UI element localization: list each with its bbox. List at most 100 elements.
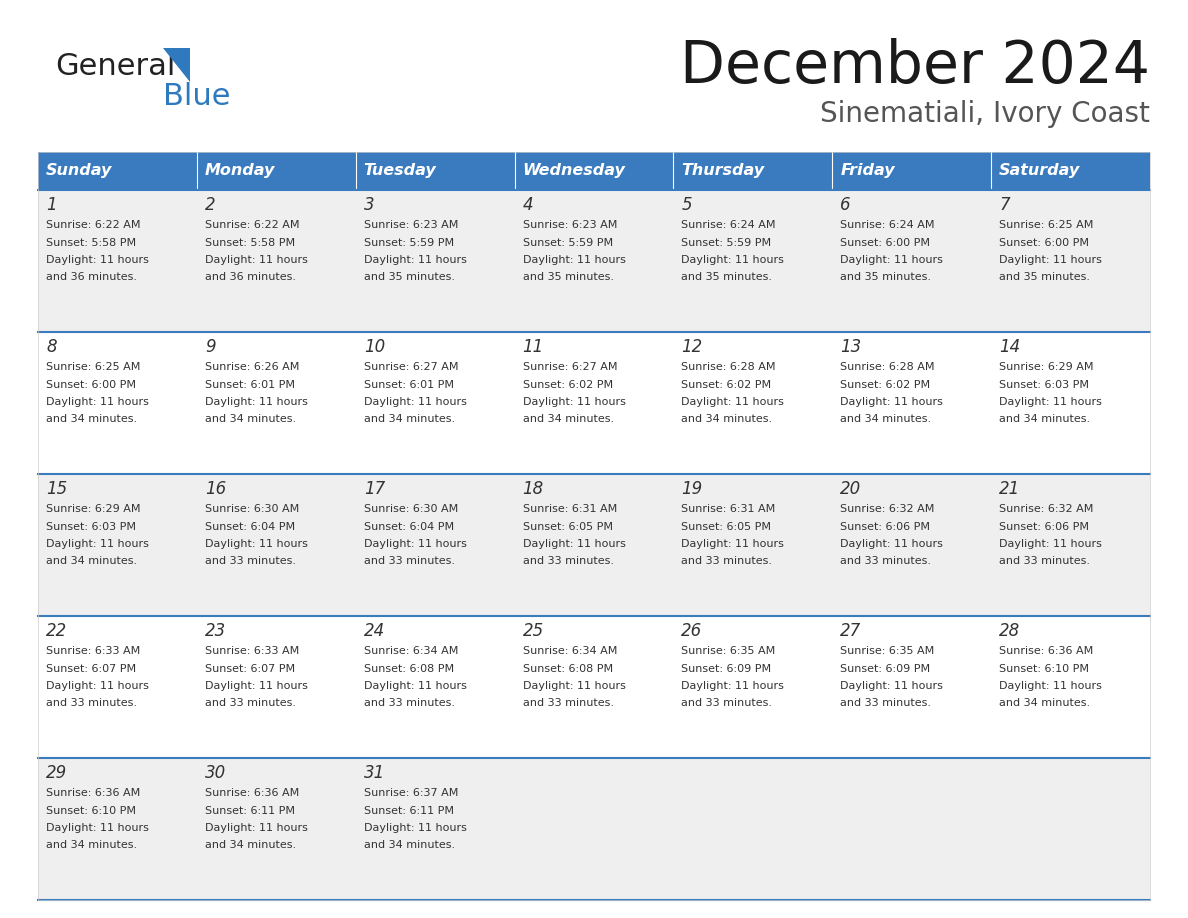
Text: Sunrise: 6:28 AM: Sunrise: 6:28 AM [682,362,776,372]
Bar [38,190,1150,332]
Bar [38,616,1150,758]
Text: Monday: Monday [204,163,276,178]
Bar [991,152,1150,190]
Text: 24: 24 [364,622,385,640]
Text: Wednesday: Wednesday [523,163,625,178]
Text: and 35 minutes.: and 35 minutes. [523,273,613,283]
Text: Daylight: 11 hours: Daylight: 11 hours [999,255,1102,265]
Text: Sunrise: 6:36 AM: Sunrise: 6:36 AM [204,788,299,798]
Text: Sunrise: 6:25 AM: Sunrise: 6:25 AM [46,362,140,372]
Polygon shape [163,48,190,82]
Text: Sunset: 6:06 PM: Sunset: 6:06 PM [999,521,1089,532]
Text: Sunrise: 6:34 AM: Sunrise: 6:34 AM [364,646,459,656]
Text: 7: 7 [999,196,1010,214]
Text: Sunset: 6:00 PM: Sunset: 6:00 PM [46,379,135,389]
Text: Daylight: 11 hours: Daylight: 11 hours [840,539,943,549]
Text: Sunrise: 6:27 AM: Sunrise: 6:27 AM [523,362,617,372]
Text: and 33 minutes.: and 33 minutes. [46,699,137,709]
Text: Sunrise: 6:34 AM: Sunrise: 6:34 AM [523,646,617,656]
Text: and 34 minutes.: and 34 minutes. [204,415,296,424]
Text: and 33 minutes.: and 33 minutes. [840,556,931,566]
Bar [38,332,1150,474]
Text: 16: 16 [204,480,226,498]
Text: Sunrise: 6:35 AM: Sunrise: 6:35 AM [682,646,776,656]
Text: Daylight: 11 hours: Daylight: 11 hours [682,681,784,691]
Text: Sunset: 5:58 PM: Sunset: 5:58 PM [204,238,295,248]
Bar [514,152,674,190]
Text: and 35 minutes.: and 35 minutes. [682,273,772,283]
Text: Sunset: 6:08 PM: Sunset: 6:08 PM [523,664,613,674]
Text: Sunset: 6:03 PM: Sunset: 6:03 PM [999,379,1089,389]
Text: Daylight: 11 hours: Daylight: 11 hours [46,681,148,691]
Text: 19: 19 [682,480,702,498]
Text: 3: 3 [364,196,374,214]
Text: Sunrise: 6:32 AM: Sunrise: 6:32 AM [999,504,1093,514]
Text: and 35 minutes.: and 35 minutes. [840,273,931,283]
Text: Daylight: 11 hours: Daylight: 11 hours [204,823,308,833]
Text: Sunrise: 6:23 AM: Sunrise: 6:23 AM [364,220,459,230]
Text: General: General [55,52,176,81]
Text: and 34 minutes.: and 34 minutes. [46,415,137,424]
Text: and 34 minutes.: and 34 minutes. [999,699,1091,709]
Text: 5: 5 [682,196,693,214]
Text: and 33 minutes.: and 33 minutes. [364,699,455,709]
Text: Thursday: Thursday [682,163,765,178]
Text: Sunrise: 6:35 AM: Sunrise: 6:35 AM [840,646,935,656]
Text: 11: 11 [523,338,544,356]
Text: Daylight: 11 hours: Daylight: 11 hours [682,255,784,265]
Text: Daylight: 11 hours: Daylight: 11 hours [46,823,148,833]
Text: 8: 8 [46,338,57,356]
Text: Daylight: 11 hours: Daylight: 11 hours [682,397,784,407]
Text: Sunrise: 6:22 AM: Sunrise: 6:22 AM [46,220,140,230]
Text: Sunset: 6:11 PM: Sunset: 6:11 PM [204,805,295,815]
Text: 22: 22 [46,622,68,640]
Bar [197,152,355,190]
Text: Sunrise: 6:30 AM: Sunrise: 6:30 AM [204,504,299,514]
Text: Sunrise: 6:24 AM: Sunrise: 6:24 AM [840,220,935,230]
Text: Tuesday: Tuesday [364,163,436,178]
Text: and 33 minutes.: and 33 minutes. [204,699,296,709]
Text: and 35 minutes.: and 35 minutes. [999,273,1091,283]
Text: Daylight: 11 hours: Daylight: 11 hours [364,539,467,549]
Bar [38,758,1150,900]
Text: Sunrise: 6:25 AM: Sunrise: 6:25 AM [999,220,1093,230]
Text: Sunrise: 6:31 AM: Sunrise: 6:31 AM [523,504,617,514]
Text: Daylight: 11 hours: Daylight: 11 hours [204,255,308,265]
Text: 23: 23 [204,622,226,640]
Text: 31: 31 [364,764,385,782]
Text: Sunday: Sunday [46,163,113,178]
Text: 4: 4 [523,196,533,214]
Text: Daylight: 11 hours: Daylight: 11 hours [523,397,625,407]
Text: and 33 minutes.: and 33 minutes. [364,556,455,566]
Text: Sunrise: 6:33 AM: Sunrise: 6:33 AM [204,646,299,656]
Text: Sunset: 6:10 PM: Sunset: 6:10 PM [46,805,135,815]
Text: Sunset: 6:04 PM: Sunset: 6:04 PM [364,521,454,532]
Text: Sunrise: 6:33 AM: Sunrise: 6:33 AM [46,646,140,656]
Text: Daylight: 11 hours: Daylight: 11 hours [46,539,148,549]
Text: Daylight: 11 hours: Daylight: 11 hours [204,397,308,407]
Text: Sunrise: 6:32 AM: Sunrise: 6:32 AM [840,504,935,514]
Text: and 33 minutes.: and 33 minutes. [682,556,772,566]
Text: Sunset: 6:01 PM: Sunset: 6:01 PM [204,379,295,389]
Text: Daylight: 11 hours: Daylight: 11 hours [840,397,943,407]
Text: Sunrise: 6:37 AM: Sunrise: 6:37 AM [364,788,459,798]
Text: Sunset: 6:03 PM: Sunset: 6:03 PM [46,521,135,532]
Text: 18: 18 [523,480,544,498]
Text: Sunrise: 6:29 AM: Sunrise: 6:29 AM [46,504,140,514]
Text: Sunrise: 6:23 AM: Sunrise: 6:23 AM [523,220,617,230]
Text: Daylight: 11 hours: Daylight: 11 hours [840,681,943,691]
Bar [38,152,197,190]
Bar [674,152,833,190]
Text: and 33 minutes.: and 33 minutes. [523,699,613,709]
Text: 27: 27 [840,622,861,640]
Text: Sunset: 6:07 PM: Sunset: 6:07 PM [204,664,295,674]
Text: Daylight: 11 hours: Daylight: 11 hours [364,823,467,833]
Text: Sunrise: 6:36 AM: Sunrise: 6:36 AM [46,788,140,798]
Text: Sunset: 5:59 PM: Sunset: 5:59 PM [682,238,771,248]
Bar [38,152,1150,900]
Text: Sunset: 6:04 PM: Sunset: 6:04 PM [204,521,295,532]
Text: Daylight: 11 hours: Daylight: 11 hours [840,255,943,265]
Text: Sunset: 6:05 PM: Sunset: 6:05 PM [682,521,771,532]
Text: and 34 minutes.: and 34 minutes. [364,841,455,850]
Text: Sunrise: 6:26 AM: Sunrise: 6:26 AM [204,362,299,372]
